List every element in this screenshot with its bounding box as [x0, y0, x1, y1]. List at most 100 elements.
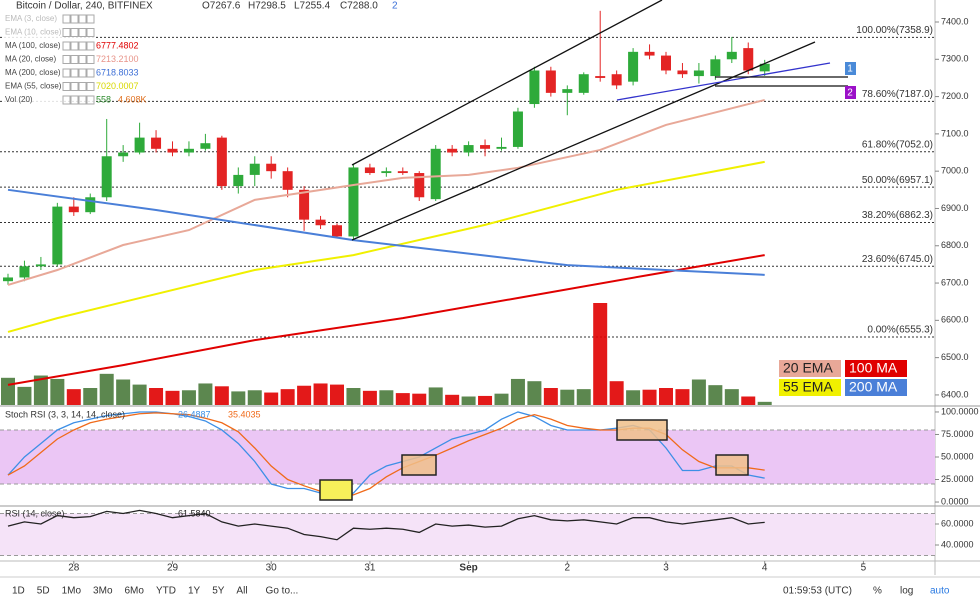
- range-button[interactable]: 5Y: [212, 586, 225, 597]
- volume-bar: [675, 389, 690, 405]
- candle-body: [364, 167, 375, 174]
- log-toggle[interactable]: log: [900, 586, 913, 597]
- indicator-icon[interactable]: [86, 41, 95, 51]
- ohlc: C7288.0: [340, 1, 378, 12]
- series-line: [7, 509, 765, 541]
- volume-bar: [33, 375, 48, 405]
- range-button[interactable]: 5D: [37, 586, 50, 597]
- indicator-name[interactable]: MA (20, close): [5, 55, 56, 64]
- badge: 2: [392, 1, 398, 12]
- volume-bar: [280, 389, 295, 405]
- ohlc: L7255.4: [294, 1, 331, 12]
- pane-value: 61.5840: [178, 508, 211, 518]
- indicator-icon[interactable]: [70, 95, 79, 105]
- indicator-value: 4.608K: [118, 94, 147, 104]
- highlight: [715, 454, 749, 476]
- fib-label: 50.00%(6957.1): [862, 175, 933, 186]
- series-line: [7, 160, 765, 333]
- candle-body: [595, 76, 606, 78]
- indicator-icon[interactable]: [86, 95, 95, 105]
- x-tick-label: 28: [68, 563, 80, 574]
- indicator-icon[interactable]: [78, 28, 87, 37]
- indicator-icon[interactable]: [70, 14, 79, 24]
- x-tick-label: 4: [762, 563, 768, 574]
- range-button[interactable]: 1D: [12, 586, 25, 597]
- y-tick-label: 40.0000: [941, 539, 974, 549]
- indicator-icon[interactable]: [62, 68, 71, 78]
- indicator-icon[interactable]: [86, 68, 95, 78]
- indicator-name[interactable]: EMA (10, close): [5, 28, 62, 37]
- y-tick-label: 7300.0: [941, 54, 969, 64]
- range-button[interactable]: 3Mo: [93, 586, 113, 597]
- indicator-icon[interactable]: [70, 41, 79, 51]
- indicator-icon[interactable]: [86, 55, 95, 64]
- candle-body: [216, 137, 227, 187]
- series-line: [7, 188, 765, 276]
- indicator-icon[interactable]: [62, 41, 71, 51]
- auto-toggle[interactable]: auto: [930, 586, 950, 597]
- candle-body: [134, 137, 145, 153]
- indicator-icon[interactable]: [78, 14, 87, 24]
- volume-bar: [659, 388, 673, 405]
- range-button[interactable]: 1Y: [188, 586, 201, 597]
- volume-bar: [231, 391, 246, 405]
- volume-bar: [99, 373, 114, 405]
- candle-body: [68, 206, 79, 213]
- indicator-icon[interactable]: [86, 82, 95, 91]
- range-button[interactable]: 6Mo: [125, 586, 145, 597]
- x-tick-label: 2: [565, 563, 571, 574]
- indicator-icon[interactable]: [78, 41, 87, 51]
- marker-box: [845, 62, 856, 75]
- indicator-name[interactable]: EMA (55, close): [5, 82, 62, 91]
- marker: 1: [847, 64, 853, 75]
- volume-bar: [313, 383, 328, 405]
- candle-body: [151, 137, 162, 149]
- highlight: [319, 479, 353, 501]
- indicator-icon[interactable]: [78, 95, 87, 105]
- volume-bar: [741, 396, 756, 405]
- candle-body: [578, 74, 589, 93]
- indicator-icon[interactable]: [62, 95, 71, 105]
- volume-bar: [510, 378, 525, 405]
- volume-bar: [560, 389, 575, 405]
- indicator-icon[interactable]: [78, 82, 87, 91]
- candle-body: [397, 171, 408, 174]
- candle-body: [743, 48, 754, 71]
- volume-bar: [149, 388, 164, 405]
- percent-toggle[interactable]: %: [873, 586, 882, 597]
- volume-bar: [412, 393, 427, 405]
- volume-bar: [642, 389, 657, 405]
- indicator-name[interactable]: MA (200, close): [5, 68, 61, 77]
- indicator-icon[interactable]: [62, 14, 71, 24]
- indicator-icon[interactable]: [86, 14, 95, 24]
- indicator-icon[interactable]: [70, 82, 79, 91]
- volume-bar: [593, 303, 608, 405]
- indicator-icon[interactable]: [70, 28, 79, 37]
- pane-title: Stoch RSI (3, 3, 14, 14, close): [5, 409, 125, 419]
- volume-bar: [461, 396, 476, 405]
- candle-body: [529, 70, 540, 105]
- range-button[interactable]: 1Mo: [62, 586, 82, 597]
- indicator-icon[interactable]: [78, 55, 87, 64]
- candle-body: [299, 189, 310, 220]
- range-button[interactable]: YTD: [156, 586, 176, 597]
- indicator-name[interactable]: Vol (20): [5, 95, 33, 104]
- indicator-name[interactable]: MA (100, close): [5, 41, 61, 50]
- candle-body: [315, 219, 326, 226]
- indicator-name[interactable]: EMA (3, close): [5, 14, 57, 23]
- indicator-icon[interactable]: [86, 28, 95, 37]
- indicator-icon[interactable]: [78, 68, 87, 78]
- candle-body: [661, 55, 671, 71]
- candle-body: [348, 167, 359, 237]
- goto-button[interactable]: Go to...: [266, 586, 299, 597]
- volume-bar: [83, 388, 98, 405]
- indicator-icon[interactable]: [62, 82, 71, 91]
- indicator-icon[interactable]: [70, 55, 79, 64]
- indicator-icon[interactable]: [70, 68, 79, 78]
- indicator-icon[interactable]: [62, 55, 71, 64]
- y-tick-label: 100.0000: [941, 406, 979, 416]
- indicator-icon[interactable]: [62, 28, 71, 37]
- range-button[interactable]: All: [236, 586, 247, 597]
- candle-body: [414, 173, 425, 198]
